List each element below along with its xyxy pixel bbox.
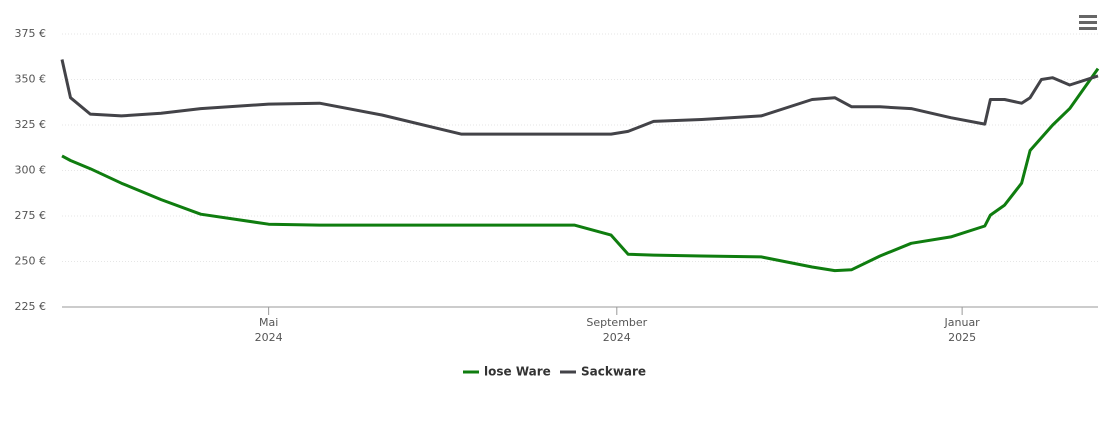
menu-bar — [1079, 15, 1097, 18]
x-tick-label: 2024 — [255, 331, 283, 344]
x-tick-label: September — [586, 316, 647, 329]
line — [60, 59, 1099, 136]
legend-label: lose Ware — [484, 365, 551, 379]
y-tick-label: 325 € — [15, 118, 47, 131]
x-tick-label: Mai — [259, 316, 278, 329]
y-tick-label: 350 € — [15, 73, 47, 86]
menu-icon[interactable] — [1079, 15, 1097, 30]
x-tick-label: Januar — [944, 316, 981, 329]
y-tick-label: 225 € — [15, 300, 47, 313]
legend-item[interactable]: Sackware — [560, 365, 646, 379]
legend-label: Sackware — [581, 365, 646, 379]
x-tick-label: 2025 — [948, 331, 976, 344]
menu-bar — [1079, 21, 1097, 24]
y-tick-label: 250 € — [15, 255, 47, 268]
menu-bar — [1079, 27, 1097, 30]
line — [61, 67, 1100, 273]
y-tick-label: 375 € — [15, 27, 47, 40]
legend-item[interactable]: lose Ware — [463, 365, 551, 379]
y-tick-label: 275 € — [15, 209, 47, 222]
x-tick-label: 2024 — [603, 331, 631, 344]
y-tick-label: 300 € — [15, 164, 47, 177]
